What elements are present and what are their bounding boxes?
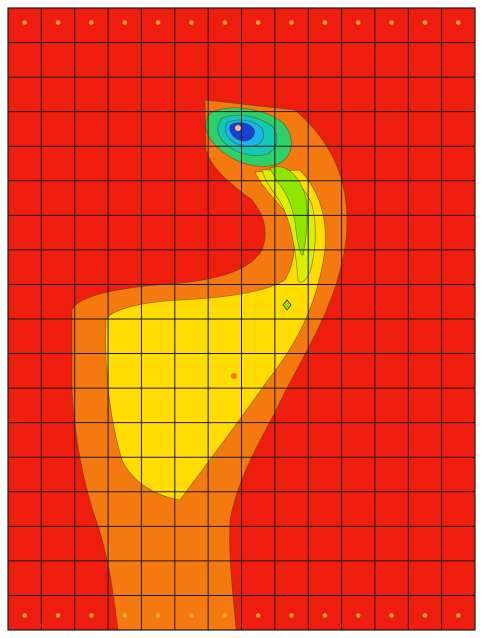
hotspot-marker bbox=[235, 125, 241, 131]
mesh-grid bbox=[8, 8, 475, 630]
mesh-node-marker bbox=[255, 20, 261, 25]
plot-border bbox=[7, 7, 476, 631]
mesh-node-markers bbox=[22, 20, 461, 618]
mesh-node-marker bbox=[222, 613, 228, 618]
mesh-node-marker bbox=[122, 20, 128, 25]
mesh-node-marker bbox=[322, 20, 328, 25]
mesh-node-marker bbox=[55, 20, 61, 25]
mesh-node-marker bbox=[122, 613, 128, 618]
center-node-marker bbox=[231, 373, 237, 379]
mesh-node-marker bbox=[189, 613, 194, 618]
mesh-node-marker bbox=[89, 20, 94, 25]
mesh-node-marker bbox=[222, 20, 228, 25]
mesh-node-marker bbox=[355, 20, 361, 25]
mesh-node-marker bbox=[155, 613, 161, 618]
mesh-node-marker bbox=[355, 613, 361, 618]
mesh-node-marker bbox=[422, 20, 428, 25]
mesh-node-marker bbox=[189, 20, 194, 25]
mesh-node-marker bbox=[289, 613, 294, 618]
mesh-node-marker bbox=[289, 20, 294, 25]
mesh-node-marker bbox=[456, 613, 461, 618]
small-diamond-marker bbox=[282, 299, 292, 311]
mesh-node-marker bbox=[89, 613, 94, 618]
mesh-node-marker bbox=[22, 20, 27, 25]
mesh-node-marker bbox=[255, 613, 261, 618]
mesh-node-marker bbox=[389, 20, 394, 25]
mesh-node-marker bbox=[456, 20, 461, 25]
mesh-node-marker bbox=[22, 613, 27, 618]
contour-region-light-green bbox=[269, 166, 308, 256]
contour-region-yellow bbox=[105, 169, 326, 501]
mesh-node-marker bbox=[389, 613, 394, 618]
mesh-node-marker bbox=[322, 613, 328, 618]
mesh-node-marker bbox=[422, 613, 428, 618]
mesh-node-marker bbox=[55, 613, 61, 618]
mesh-node-marker bbox=[155, 20, 161, 25]
